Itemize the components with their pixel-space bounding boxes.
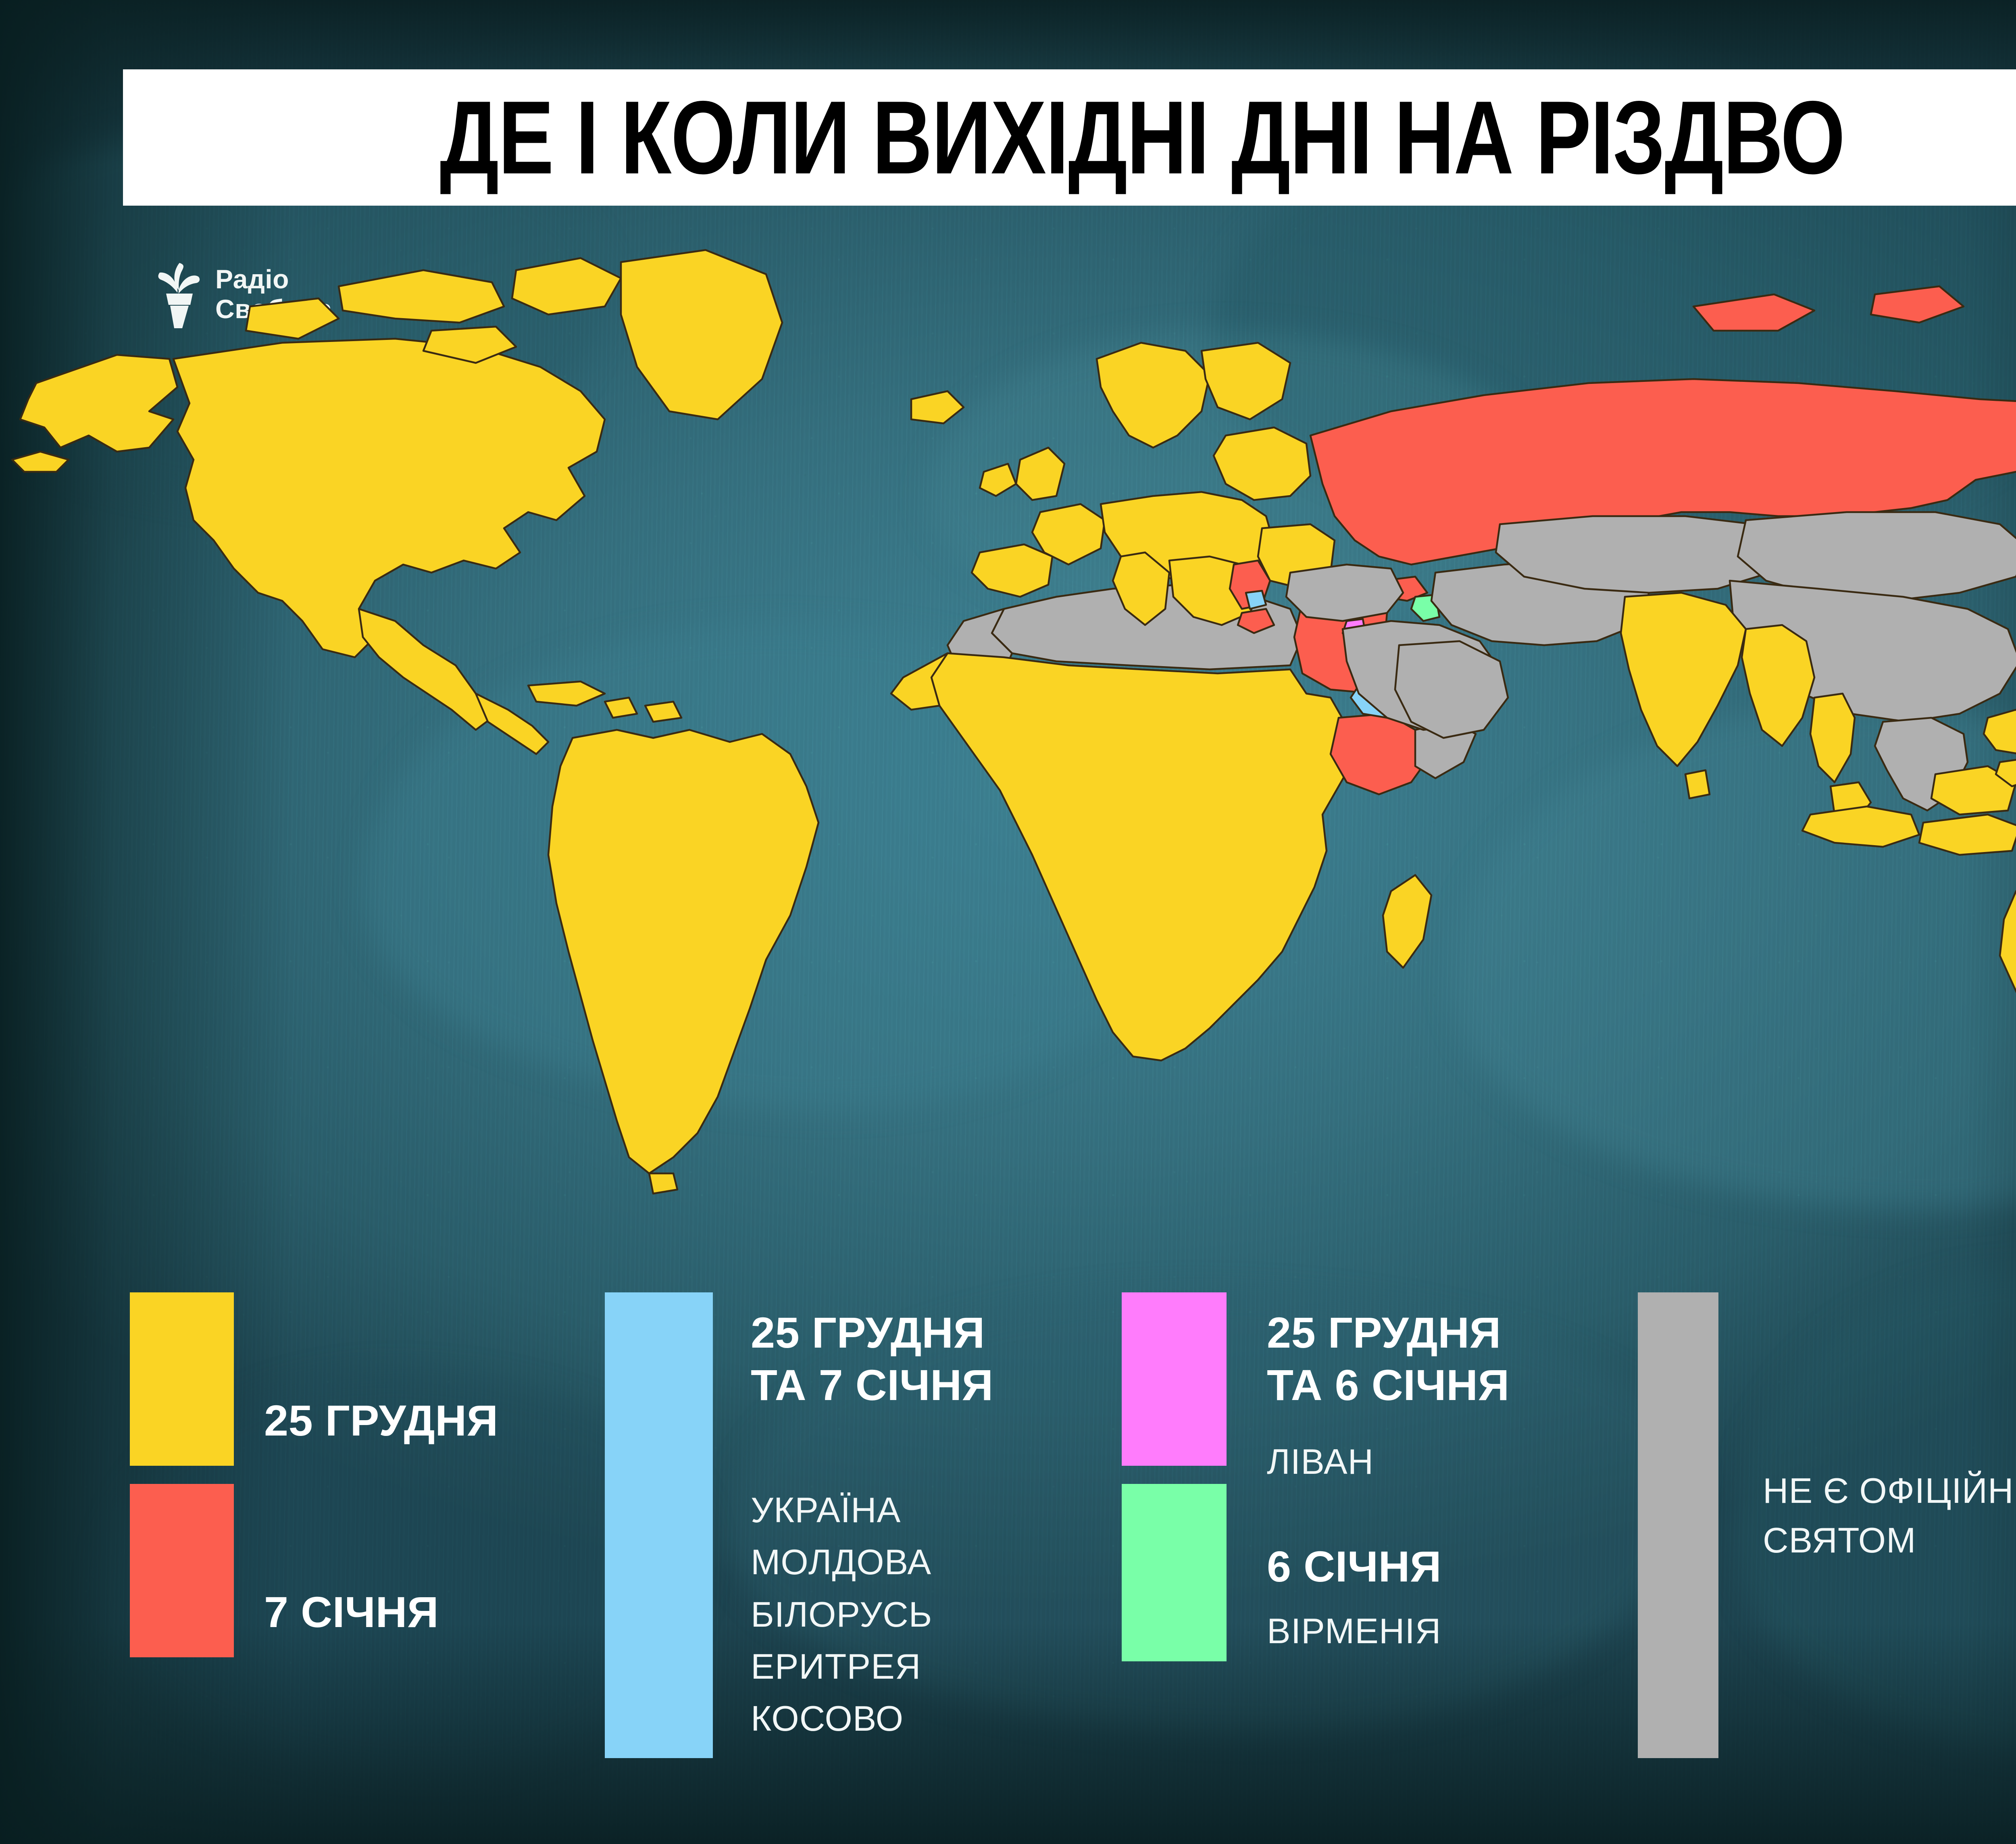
region-asia-grey — [1285, 511, 2016, 812]
swatch-light-blue — [605, 1292, 713, 1758]
title-banner: ДЕ І КОЛИ ВИХІДНІ ДНІ НА РІЗДВО — [123, 69, 2016, 206]
region-south-america — [547, 729, 820, 1195]
region-oceania — [1999, 890, 2016, 994]
legend-countries-dec25-jan6: ЛІВАН — [1267, 1442, 1374, 1481]
region-asia-yellow — [1620, 592, 2016, 856]
logo-line-1: Радіо — [215, 264, 289, 294]
legend-title-jan6: 6 СІЧНЯ — [1267, 1542, 1442, 1591]
legend-title-dec25-jan6: 25 ГРУДНЯ ТА 6 СІЧНЯ — [1267, 1308, 1510, 1409]
map-legend: 25 ГРУДНЯ 7 СІЧНЯ 25 ГРУДНЯ ТА 7 СІЧНЯ У… — [0, 1282, 2016, 1802]
swatch-red — [130, 1484, 234, 1657]
page-title: ДЕ І КОЛИ ВИХІДНІ ДНІ НА РІЗДВО — [439, 79, 1845, 196]
swatch-yellow — [130, 1292, 234, 1466]
swatch-magenta — [1122, 1292, 1227, 1466]
region-europe-yellow — [910, 342, 1336, 626]
legend-title-dec25: 25 ГРУДНЯ — [264, 1396, 498, 1445]
swatch-grey — [1638, 1292, 1718, 1758]
legend-countries-dec25-jan7: УКРАЇНА МОЛДОВА БІЛОРУСЬ ЕРИТРЕЯ КОСОВО — [751, 1490, 933, 1739]
region-africa-yellow — [890, 652, 1433, 1062]
legend-note-no-holiday: НЕ Є ОФІЦІЙНИМ СВЯТОМ — [1763, 1471, 2016, 1561]
legend-countries-jan6: ВІРМЕНІЯ — [1267, 1611, 1441, 1651]
legend-title-jan7: 7 СІЧНЯ — [264, 1588, 439, 1636]
region-north-america — [11, 249, 783, 755]
region-kosovo — [1245, 590, 1267, 610]
region-russia — [1309, 285, 2016, 566]
swatch-green — [1122, 1484, 1227, 1661]
torch-flame-icon — [154, 258, 205, 331]
world-map — [0, 226, 2016, 1274]
legend-title-dec25-jan7: 25 ГРУДНЯ ТА 7 СІЧНЯ — [751, 1308, 993, 1409]
